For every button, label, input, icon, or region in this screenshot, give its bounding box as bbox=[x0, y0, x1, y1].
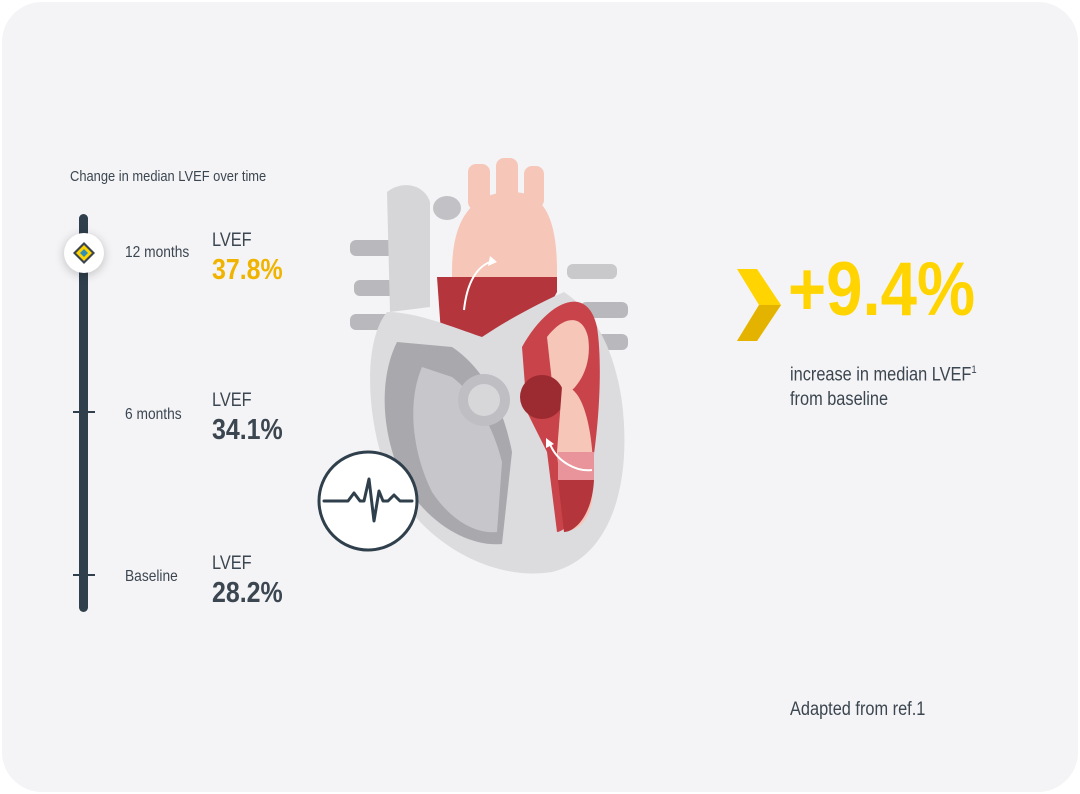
timeline-label-baseline: Baseline bbox=[125, 568, 178, 585]
stat-description-line2: from baseline bbox=[790, 389, 889, 411]
lvef-value-12-months: 37.8% bbox=[212, 254, 283, 286]
diamond-logo-icon bbox=[73, 242, 95, 264]
heart-illustration bbox=[350, 158, 628, 574]
lvef-caption-6-months: LVEF bbox=[212, 390, 252, 411]
timeline-track bbox=[79, 214, 88, 612]
source-note: Adapted from ref.1 bbox=[790, 699, 926, 720]
timeline-marker bbox=[64, 233, 104, 273]
chevron-right-icon bbox=[737, 269, 781, 341]
lvef-increase-stat: +9.4% bbox=[788, 247, 976, 332]
lvef-value-6-months: 34.1% bbox=[212, 414, 283, 446]
timeline-title: Change in median LVEF over time bbox=[70, 168, 267, 185]
lvef-value-baseline: 28.2% bbox=[212, 577, 283, 609]
timeline-tick-6-months bbox=[73, 411, 95, 413]
timeline-label-12-months: 12 months bbox=[125, 244, 190, 261]
timeline-label-6-months: 6 months bbox=[125, 406, 182, 423]
lvef-caption-baseline: LVEF bbox=[212, 553, 252, 574]
lvef-caption-12-months: LVEF bbox=[212, 230, 252, 251]
stat-description-line1: increase in median LVEF bbox=[790, 364, 972, 386]
timeline-tick-baseline bbox=[73, 574, 95, 576]
stat-description: increase in median LVEF1 from baseline bbox=[790, 358, 977, 412]
heartbeat-ecg-icon bbox=[317, 450, 419, 552]
reference-superscript: 1 bbox=[971, 364, 977, 376]
